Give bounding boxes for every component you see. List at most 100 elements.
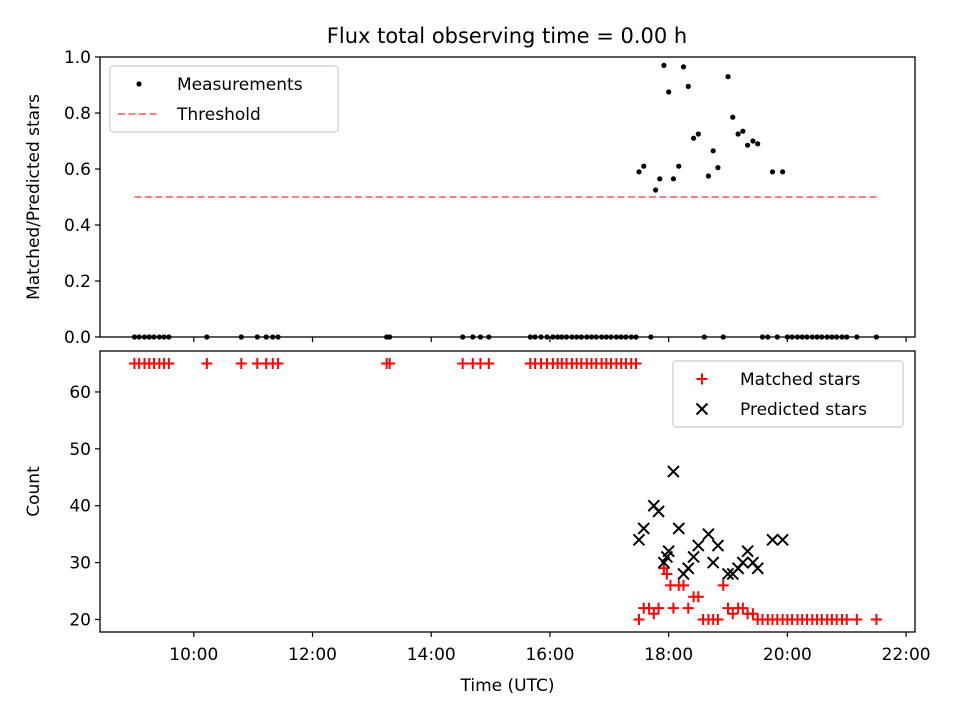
series-matched-stars <box>128 358 882 625</box>
data-point <box>721 567 735 581</box>
data-point <box>706 556 720 569</box>
data-point <box>661 62 667 68</box>
x-tick-label: 20:00 <box>763 645 812 665</box>
x-tick-label: 10:00 <box>169 645 218 665</box>
data-point <box>735 131 741 137</box>
data-point <box>687 550 700 564</box>
x-tick-label: 18:00 <box>644 645 693 665</box>
x-axis-label: Time (UTC) <box>460 676 555 696</box>
legend-marker <box>696 373 708 385</box>
data-point <box>201 358 213 370</box>
data-point <box>163 358 175 370</box>
y-tick-label: 0.0 <box>64 328 91 348</box>
data-point <box>750 138 756 144</box>
data-point <box>712 613 724 625</box>
data-point <box>657 176 663 182</box>
data-point <box>658 562 670 574</box>
legend: Measurements Threshold <box>109 65 339 133</box>
data-point <box>678 579 689 591</box>
data-point <box>737 602 749 614</box>
data-point <box>747 608 759 620</box>
data-point <box>745 142 751 148</box>
x-tick-label: 12:00 <box>288 645 337 665</box>
data-point <box>682 562 695 575</box>
data-point <box>672 522 685 535</box>
data-point <box>670 176 677 182</box>
data-point <box>776 533 789 547</box>
y-tick-label: 0.4 <box>64 216 91 236</box>
data-point <box>722 602 734 614</box>
data-point <box>715 165 721 171</box>
data-point <box>661 568 673 580</box>
data-point <box>690 135 697 141</box>
data-point <box>676 163 682 169</box>
data-point <box>667 465 680 478</box>
data-point <box>870 613 882 625</box>
data-point <box>457 358 469 370</box>
data-point <box>632 533 646 547</box>
data-point <box>667 602 679 614</box>
y-tick-label: 0.8 <box>64 104 91 124</box>
data-point <box>633 613 645 625</box>
y-axis-label: Count <box>24 466 44 517</box>
x-tick-label: 16:00 <box>525 645 574 665</box>
y-tick-label: 40 <box>69 497 91 517</box>
data-point <box>769 169 776 175</box>
upper-panel-ratio: 0.0 0.2 0.4 0.6 0.8 1.0 Matched/Predicted star… <box>24 48 916 348</box>
data-point <box>710 148 716 154</box>
legend-marker <box>695 402 709 416</box>
data-point <box>653 187 659 193</box>
data-point <box>272 358 284 370</box>
y-tick-label: 0.6 <box>64 160 91 180</box>
data-point <box>725 74 731 80</box>
legend-label: Matched stars <box>740 370 860 390</box>
data-point <box>235 358 247 370</box>
data-point <box>637 522 650 535</box>
data-point <box>736 556 750 569</box>
legend-marker <box>136 81 142 87</box>
data-point <box>766 533 779 547</box>
y-tick-label: 60 <box>69 383 91 403</box>
data-point <box>652 505 665 518</box>
legend-label: Threshold <box>176 105 261 125</box>
data-point <box>662 545 675 558</box>
axes-frame <box>99 350 916 633</box>
data-point <box>730 114 736 120</box>
data-point <box>751 562 764 575</box>
legend: Matched stars Predicted stars <box>672 360 904 428</box>
data-point <box>384 358 396 370</box>
data-point <box>705 173 712 179</box>
figure-title: Flux total observing time = 0.00 h <box>327 24 687 48</box>
data-point <box>717 579 729 591</box>
data-point <box>692 539 705 552</box>
data-point <box>641 163 647 169</box>
data-point <box>666 89 672 95</box>
data-point <box>695 131 701 137</box>
lower-panel-counts: 20 30 40 50 60 10:00 12:00 14:00 16:00 18:00 20:00… <box>24 350 931 696</box>
y-tick-label: 30 <box>69 554 91 574</box>
data-point <box>630 358 642 370</box>
x-tick-label: 14:00 <box>407 645 456 665</box>
legend-label: Predicted stars <box>740 400 867 420</box>
data-point <box>680 64 687 70</box>
legend-box <box>672 360 904 428</box>
data-point <box>841 613 853 625</box>
data-point <box>780 169 786 175</box>
series-predicted-stars <box>632 465 789 581</box>
axes-frame <box>99 56 916 338</box>
data-point <box>727 608 739 620</box>
data-point <box>692 591 704 603</box>
data-point <box>741 545 754 558</box>
data-point <box>653 602 665 614</box>
x-tick-label: 22:00 <box>882 645 931 665</box>
legend-box <box>109 65 339 133</box>
y-tick-label: 0.2 <box>64 272 91 292</box>
data-point <box>702 527 715 541</box>
data-point <box>636 169 642 175</box>
legend-label: Measurements <box>177 75 303 95</box>
data-point <box>755 141 761 147</box>
y-axis-label: Matched/Predicted stars <box>24 94 44 300</box>
data-point <box>685 83 691 89</box>
data-point <box>851 613 863 625</box>
